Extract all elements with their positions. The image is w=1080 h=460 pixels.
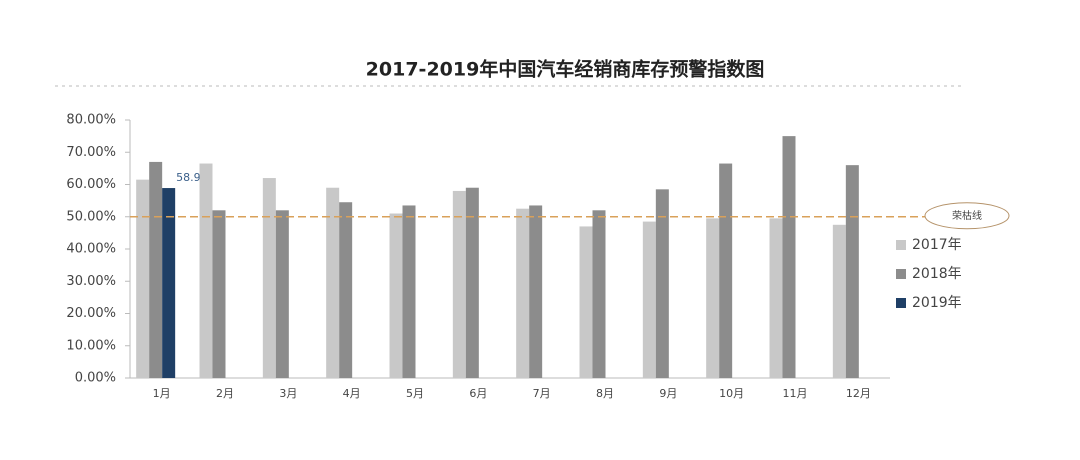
- y-tick-label: 60.00%: [66, 177, 116, 192]
- legend-label: 2018年: [912, 266, 962, 282]
- x-tick-label: 6月: [469, 387, 487, 400]
- legend-swatch: [896, 269, 906, 279]
- x-tick-label: 8月: [596, 387, 614, 400]
- bar: [162, 188, 176, 378]
- legend-swatch: [896, 298, 906, 308]
- legend-label: 2017年: [912, 237, 962, 253]
- reference-label: 荣枯线: [952, 209, 982, 222]
- x-tick-label: 3月: [279, 387, 297, 400]
- legend-swatch: [896, 240, 906, 250]
- x-tick-label: 11月: [783, 387, 808, 400]
- x-tick-label: 10月: [719, 387, 744, 400]
- bar: [389, 213, 403, 378]
- y-tick-label: 50.00%: [66, 209, 116, 224]
- bar: [642, 221, 656, 378]
- bar: [832, 224, 846, 378]
- x-tick-label: 1月: [153, 387, 171, 400]
- chart-title: 2017-2019年中国汽车经销商库存预警指数图: [366, 58, 765, 81]
- bar: [782, 136, 796, 378]
- bar: [845, 165, 859, 378]
- x-tick-label: 2月: [216, 387, 234, 400]
- bar: [655, 189, 669, 378]
- reference-badge: [924, 202, 1010, 230]
- y-tick-label: 80.00%: [66, 113, 116, 128]
- bar: [275, 210, 289, 378]
- bar: [516, 208, 530, 378]
- bar: [402, 205, 416, 378]
- bar: [262, 178, 276, 378]
- x-tick-label: 7月: [533, 387, 551, 400]
- x-tick-label: 9月: [659, 387, 677, 400]
- bar: [136, 179, 150, 378]
- bar: [706, 218, 720, 378]
- x-tick-label: 12月: [846, 387, 871, 400]
- bar: [149, 161, 163, 378]
- bar: [212, 210, 226, 378]
- y-tick-label: 30.00%: [66, 274, 116, 289]
- bar: [452, 190, 466, 378]
- y-tick-label: 10.00%: [66, 338, 116, 353]
- bar: [769, 218, 783, 378]
- x-tick-label: 5月: [406, 387, 424, 400]
- bar: [529, 205, 543, 378]
- bar: [199, 163, 213, 378]
- y-tick-label: 40.00%: [66, 242, 116, 257]
- bar: [339, 202, 353, 378]
- bar: [592, 210, 606, 378]
- bar: [579, 226, 593, 378]
- y-tick-label: 20.00%: [66, 306, 116, 321]
- bar: [326, 187, 340, 378]
- y-tick-label: 0.00%: [75, 371, 116, 386]
- legend-label: 2019年: [912, 295, 962, 311]
- x-tick-label: 4月: [343, 387, 361, 400]
- y-tick-label: 70.00%: [66, 145, 116, 160]
- bar: [465, 187, 479, 378]
- bar: [719, 163, 733, 378]
